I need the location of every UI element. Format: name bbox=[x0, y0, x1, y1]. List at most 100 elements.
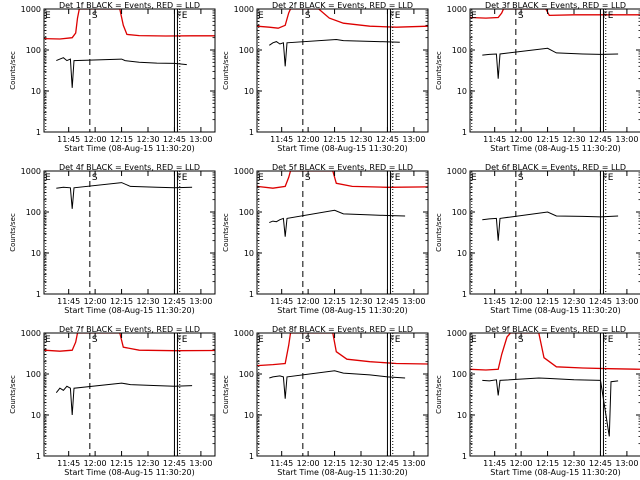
chart-title: Det 1f BLACK = Events, RED = LLD bbox=[59, 1, 200, 10]
marker-label: E bbox=[258, 173, 264, 183]
x-tick-label: 12:30 bbox=[349, 459, 372, 468]
x-tick-label: 13:00 bbox=[615, 297, 638, 306]
plot-frame bbox=[469, 170, 640, 295]
y-tick-label: 10 bbox=[457, 87, 467, 96]
marker-label: E bbox=[182, 335, 188, 345]
y-tick-label: 1 bbox=[36, 128, 41, 137]
plot-frame bbox=[43, 332, 216, 457]
x-tick-label: 12:45 bbox=[589, 459, 612, 468]
marker-label: E bbox=[45, 335, 51, 345]
x-tick-label: 12:15 bbox=[323, 135, 346, 144]
y-tick-label: 10 bbox=[244, 411, 254, 420]
x-tick-label: 12:00 bbox=[84, 297, 107, 306]
y-tick-label: 10 bbox=[31, 411, 41, 420]
marker-label: F bbox=[389, 173, 394, 183]
marker-label: F bbox=[602, 335, 607, 345]
x-axis-label: Start Time (08-Aug-15 11:30:20) bbox=[64, 468, 195, 477]
x-tick-label: 12:30 bbox=[562, 459, 585, 468]
chart-title: Det 9f BLACK = Events, RED = LLD bbox=[485, 325, 626, 334]
marker-label: E bbox=[471, 173, 477, 183]
plot-frame bbox=[256, 332, 429, 457]
x-tick-label: 12:45 bbox=[376, 459, 399, 468]
y-tick-label: 1000 bbox=[447, 329, 467, 338]
marker-label: F bbox=[176, 11, 181, 21]
lld-series-line bbox=[44, 333, 215, 352]
x-tick-label: 12:15 bbox=[536, 459, 559, 468]
marker-label: F bbox=[176, 335, 181, 345]
y-tick-label: 1 bbox=[36, 452, 41, 461]
y-tick-label: 100 bbox=[239, 370, 254, 379]
y-tick-label: 1000 bbox=[21, 329, 41, 338]
x-tick-label: 12:45 bbox=[589, 135, 612, 144]
chart-title: Det 7f BLACK = Events, RED = LLD bbox=[59, 325, 200, 334]
y-tick-label: 100 bbox=[452, 370, 467, 379]
marker-label: E bbox=[395, 173, 401, 183]
x-tick-label: 12:30 bbox=[136, 459, 159, 468]
x-tick-label: 12:15 bbox=[536, 297, 559, 306]
x-tick-label: 12:45 bbox=[376, 297, 399, 306]
lld-series-line bbox=[257, 9, 428, 29]
y-tick-label: 100 bbox=[452, 208, 467, 217]
events-series-line bbox=[482, 377, 619, 437]
events-series-line bbox=[269, 38, 400, 67]
y-tick-label: 1000 bbox=[234, 167, 254, 176]
x-tick-label: 13:00 bbox=[402, 135, 425, 144]
marker-label: E bbox=[608, 335, 614, 345]
marker-label: E bbox=[182, 11, 188, 21]
plot-frame bbox=[256, 8, 429, 133]
y-tick-label: 1000 bbox=[21, 5, 41, 14]
marker-label: S bbox=[305, 173, 311, 183]
x-tick-label: 12:30 bbox=[562, 135, 585, 144]
x-tick-label: 12:00 bbox=[297, 135, 320, 144]
y-tick-label: 1 bbox=[462, 128, 467, 137]
x-axis-label: Start Time (08-Aug-15 11:30:20) bbox=[64, 144, 195, 153]
chart-title: Det 8f BLACK = Events, RED = LLD bbox=[272, 325, 413, 334]
plot-frame bbox=[43, 8, 216, 133]
x-tick-label: 12:45 bbox=[589, 297, 612, 306]
marker-label: S bbox=[518, 335, 524, 345]
x-tick-label: 12:30 bbox=[136, 297, 159, 306]
chart-title: Det 4f BLACK = Events, RED = LLD bbox=[59, 163, 200, 172]
marker-label: E bbox=[395, 11, 401, 21]
x-tick-label: 11:45 bbox=[270, 459, 293, 468]
marker-label: E bbox=[608, 173, 614, 183]
lld-series-line bbox=[44, 9, 215, 40]
lld-series-line bbox=[257, 171, 428, 189]
plot-frame bbox=[43, 170, 216, 295]
y-tick-label: 1000 bbox=[234, 5, 254, 14]
y-tick-label: 10 bbox=[244, 87, 254, 96]
chart-title: Det 6f BLACK = Events, RED = LLD bbox=[485, 163, 626, 172]
x-tick-label: 11:45 bbox=[483, 297, 506, 306]
y-tick-label: 1000 bbox=[447, 167, 467, 176]
x-tick-label: 12:00 bbox=[84, 459, 107, 468]
marker-label: S bbox=[92, 11, 98, 21]
events-series-line bbox=[55, 382, 193, 416]
events-series-line bbox=[482, 47, 619, 79]
events-series-line bbox=[482, 211, 619, 241]
x-tick-label: 13:00 bbox=[189, 459, 212, 468]
marker-label: E bbox=[45, 173, 51, 183]
y-tick-label: 1000 bbox=[21, 167, 41, 176]
y-axis-label: Counts/sec bbox=[222, 213, 230, 252]
chart-title: Det 2f BLACK = Events, RED = LLD bbox=[272, 1, 413, 10]
x-tick-label: 13:00 bbox=[402, 459, 425, 468]
x-tick-label: 11:45 bbox=[57, 135, 80, 144]
y-tick-label: 100 bbox=[239, 46, 254, 55]
marker-label: F bbox=[176, 173, 181, 183]
marker-label: E bbox=[182, 173, 188, 183]
x-tick-label: 12:00 bbox=[510, 135, 533, 144]
x-tick-label: 11:45 bbox=[270, 135, 293, 144]
x-axis-label: Start Time (08-Aug-15 11:30:20) bbox=[490, 306, 621, 315]
events-series-line bbox=[56, 182, 193, 209]
lld-series-line bbox=[470, 333, 640, 371]
events-series-line bbox=[269, 209, 406, 237]
events-series-line bbox=[56, 57, 187, 88]
plot-frame bbox=[469, 8, 640, 133]
x-tick-label: 11:45 bbox=[57, 459, 80, 468]
